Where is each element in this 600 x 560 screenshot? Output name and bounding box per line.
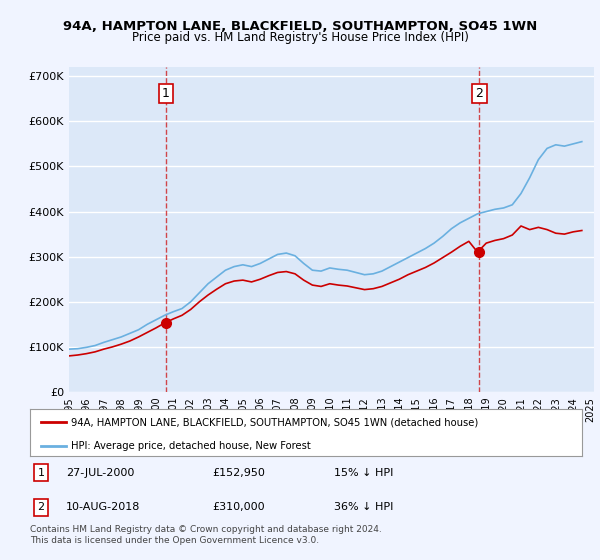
Text: 94A, HAMPTON LANE, BLACKFIELD, SOUTHAMPTON, SO45 1WN (detached house): 94A, HAMPTON LANE, BLACKFIELD, SOUTHAMPT… [71, 417, 479, 427]
Text: £152,950: £152,950 [212, 468, 265, 478]
Text: 15% ↓ HPI: 15% ↓ HPI [334, 468, 393, 478]
Text: 36% ↓ HPI: 36% ↓ HPI [334, 502, 393, 512]
Text: Contains HM Land Registry data © Crown copyright and database right 2024.
This d: Contains HM Land Registry data © Crown c… [30, 525, 382, 545]
Text: Price paid vs. HM Land Registry's House Price Index (HPI): Price paid vs. HM Land Registry's House … [131, 31, 469, 44]
Text: 2: 2 [476, 87, 484, 100]
Text: 1: 1 [38, 468, 44, 478]
Text: 94A, HAMPTON LANE, BLACKFIELD, SOUTHAMPTON, SO45 1WN: 94A, HAMPTON LANE, BLACKFIELD, SOUTHAMPT… [63, 20, 537, 32]
Text: 27-JUL-2000: 27-JUL-2000 [66, 468, 134, 478]
Text: £310,000: £310,000 [212, 502, 265, 512]
Text: 10-AUG-2018: 10-AUG-2018 [66, 502, 140, 512]
Text: 2: 2 [37, 502, 44, 512]
Text: HPI: Average price, detached house, New Forest: HPI: Average price, detached house, New … [71, 441, 311, 451]
Text: 1: 1 [162, 87, 170, 100]
